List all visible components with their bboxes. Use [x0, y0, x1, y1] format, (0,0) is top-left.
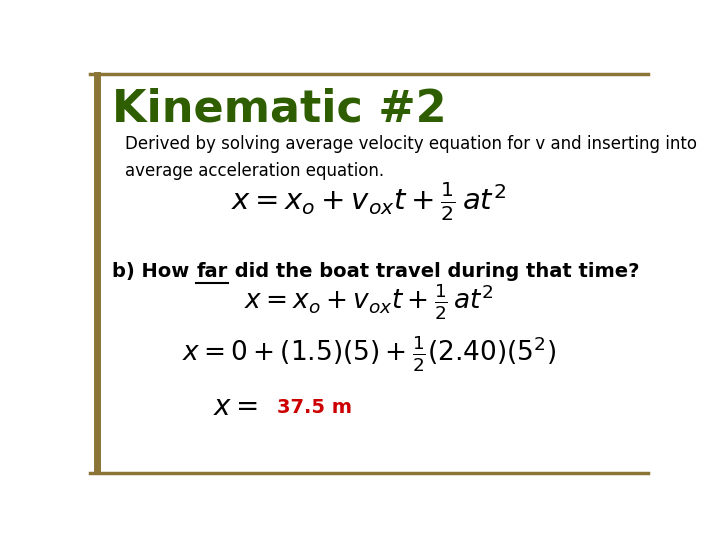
Text: Kinematic #2: Kinematic #2: [112, 87, 447, 131]
Text: 37.5 m: 37.5 m: [277, 399, 352, 417]
Text: $x = $: $x = $: [213, 394, 258, 421]
Text: far: far: [197, 262, 228, 281]
Text: $x = 0 + (1.5)(5) + \frac{1}{2}(2.40)(5^2)$: $x = 0 + (1.5)(5) + \frac{1}{2}(2.40)(5^…: [182, 334, 556, 374]
Text: $x = x_o + v_{ox}t + \frac{1}{2}\,at^2$: $x = x_o + v_{ox}t + \frac{1}{2}\,at^2$: [231, 181, 507, 223]
Text: did the boat travel during that time?: did the boat travel during that time?: [228, 262, 639, 281]
Text: b) How: b) How: [112, 262, 197, 281]
Text: $x = x_o + v_{ox}t + \frac{1}{2}\,at^2$: $x = x_o + v_{ox}t + \frac{1}{2}\,at^2$: [244, 282, 494, 322]
Text: Derived by solving average velocity equation for v and inserting into
average ac: Derived by solving average velocity equa…: [125, 136, 696, 180]
